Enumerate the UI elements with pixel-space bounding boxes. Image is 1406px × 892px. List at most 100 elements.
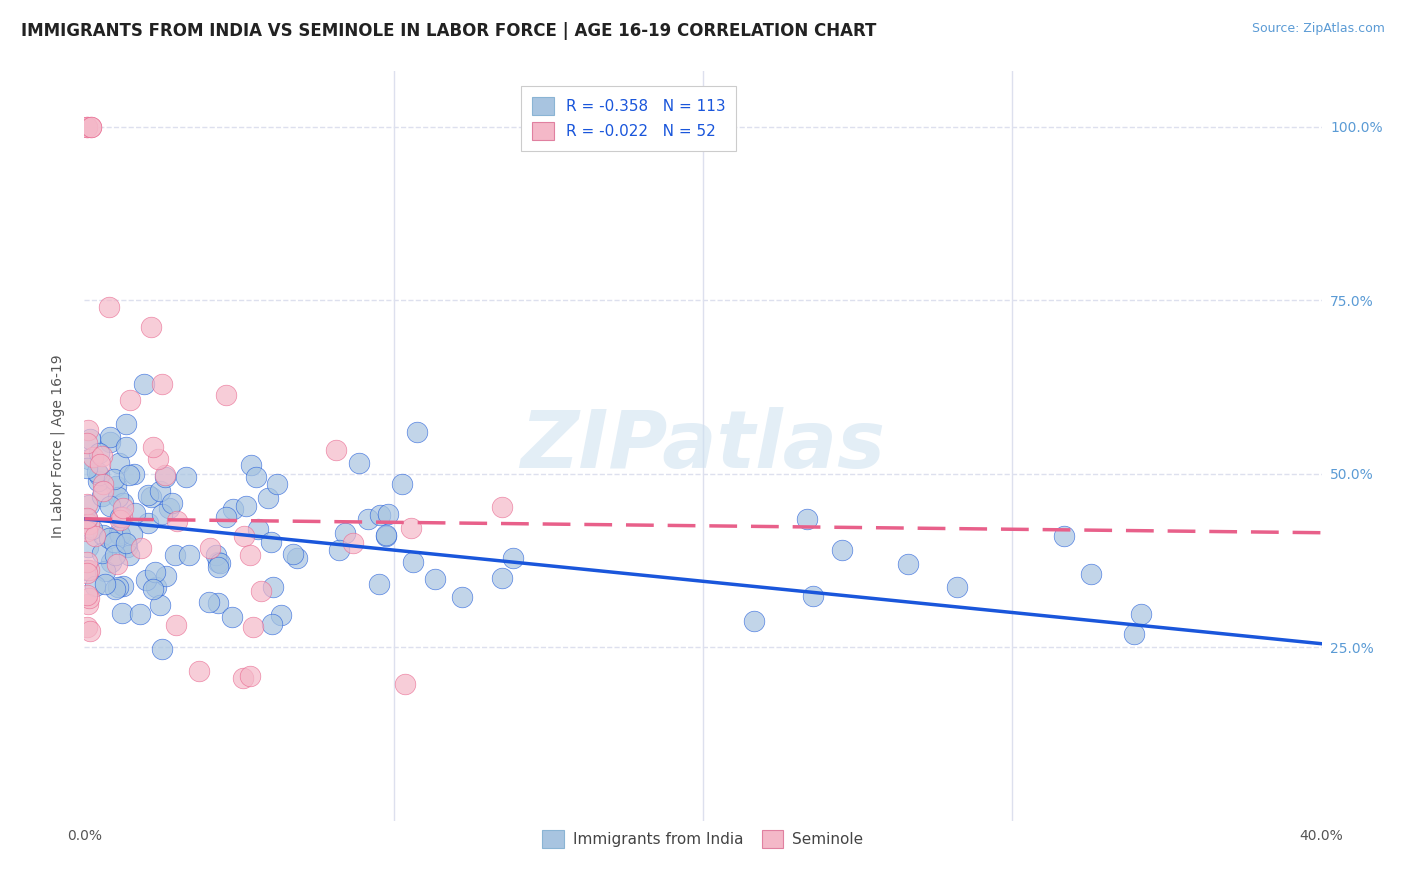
Point [142, 582, 165, 596]
Point [139, 319, 162, 334]
Point [117, 541, 139, 555]
Point [76, 566, 98, 580]
Point [76, 120, 98, 134]
Point [77, 591, 100, 606]
Point [76, 436, 98, 450]
Point [342, 536, 364, 550]
Point [87, 468, 110, 483]
Point [239, 549, 262, 563]
Point [155, 568, 177, 582]
Point [945, 580, 967, 594]
Point [246, 522, 269, 536]
Point [281, 548, 304, 562]
Point [103, 472, 125, 486]
Point [260, 535, 283, 549]
Point [77, 452, 100, 467]
Point [110, 527, 132, 541]
Point [98, 300, 121, 314]
Point [260, 617, 283, 632]
Point [256, 491, 278, 505]
Point [406, 425, 429, 439]
Point [76, 497, 98, 511]
Point [796, 512, 818, 526]
Point [89, 446, 111, 460]
Point [107, 456, 129, 470]
Point [207, 597, 229, 611]
Point [76, 620, 98, 634]
Point [121, 527, 143, 541]
Point [79, 624, 101, 639]
Point [207, 555, 229, 569]
Point [91, 477, 114, 491]
Point [103, 535, 125, 549]
Point [118, 468, 141, 483]
Point [136, 516, 159, 531]
Point [450, 590, 472, 604]
Point [76, 588, 98, 602]
Point [222, 501, 245, 516]
Point [91, 527, 114, 541]
Point [114, 417, 136, 431]
Point [143, 565, 166, 579]
Point [129, 541, 152, 556]
Point [77, 597, 100, 611]
Point [77, 498, 100, 512]
Point [111, 500, 134, 515]
Point [262, 580, 284, 594]
Point [97, 531, 120, 545]
Point [242, 620, 264, 634]
Point [90, 489, 112, 503]
Point [77, 563, 100, 577]
Point [129, 607, 152, 622]
Point [333, 525, 356, 540]
Point [111, 496, 134, 510]
Point [84, 579, 107, 593]
Point [107, 581, 129, 595]
Point [117, 548, 139, 562]
Point [160, 496, 183, 510]
Point [104, 548, 127, 562]
Point [76, 555, 98, 569]
Point [150, 376, 173, 391]
Point [215, 509, 238, 524]
Point [89, 457, 111, 471]
Point [84, 529, 107, 543]
Text: IMMIGRANTS FROM INDIA VS SEMINOLE IN LABOR FORCE | AGE 16-19 CORRELATION CHART: IMMIGRANTS FROM INDIA VS SEMINOLE IN LAB… [21, 22, 876, 40]
Point [1123, 627, 1146, 641]
Point [368, 577, 391, 591]
Point [108, 510, 131, 524]
Point [110, 509, 132, 524]
Point [79, 120, 101, 134]
Point [174, 470, 197, 484]
Point [124, 467, 146, 482]
Point [157, 500, 180, 515]
Point [76, 524, 98, 538]
Point [94, 564, 117, 578]
Point [209, 556, 232, 570]
Point [325, 442, 347, 457]
Point [98, 434, 121, 449]
Point [120, 393, 142, 408]
Point [502, 550, 524, 565]
Point [215, 388, 238, 402]
Point [232, 671, 254, 685]
Point [142, 440, 165, 454]
Point [179, 548, 201, 562]
Point [107, 490, 129, 504]
Point [357, 511, 380, 525]
Point [349, 456, 371, 470]
Point [82, 450, 104, 465]
Point [86, 465, 108, 479]
Point [76, 510, 98, 524]
Point [198, 595, 221, 609]
Point [491, 500, 513, 514]
Point [375, 528, 398, 542]
Point [153, 468, 176, 483]
Point [145, 581, 167, 595]
Point [136, 488, 159, 502]
Point [90, 449, 112, 463]
Point [207, 560, 229, 574]
Point [82, 522, 104, 536]
Point [198, 541, 221, 555]
Point [124, 506, 146, 520]
